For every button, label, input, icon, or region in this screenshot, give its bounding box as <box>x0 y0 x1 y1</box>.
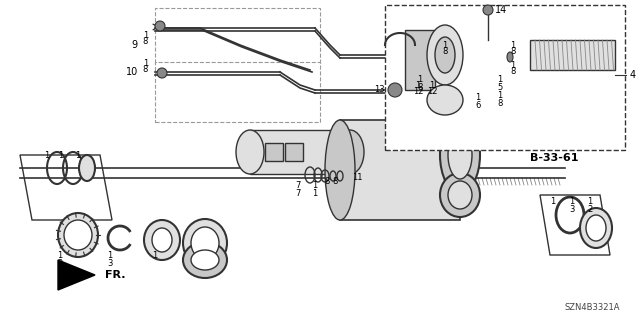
Text: 7: 7 <box>295 189 301 197</box>
Text: 1: 1 <box>429 80 435 90</box>
Text: 8: 8 <box>497 99 502 108</box>
Ellipse shape <box>191 250 219 270</box>
Text: 1: 1 <box>570 197 575 206</box>
Text: B-33-61: B-33-61 <box>530 153 579 163</box>
Text: 9: 9 <box>132 40 138 50</box>
Text: 13: 13 <box>374 85 385 94</box>
Text: 8: 8 <box>417 83 422 92</box>
Text: 1: 1 <box>476 93 481 102</box>
Text: 1: 1 <box>312 189 317 197</box>
Ellipse shape <box>79 155 95 181</box>
Ellipse shape <box>425 51 435 61</box>
Text: 10: 10 <box>125 67 138 77</box>
Ellipse shape <box>191 227 219 259</box>
Text: 8: 8 <box>143 38 148 47</box>
Bar <box>405 30 435 90</box>
Text: 1: 1 <box>415 80 420 90</box>
Text: 8: 8 <box>332 176 338 186</box>
Ellipse shape <box>236 130 264 174</box>
Bar <box>155 8 320 63</box>
Text: 6: 6 <box>476 101 481 110</box>
Ellipse shape <box>448 181 472 209</box>
Text: 1: 1 <box>510 61 516 70</box>
Ellipse shape <box>440 117 480 193</box>
Bar <box>285 143 303 161</box>
Ellipse shape <box>586 215 606 241</box>
Text: 1: 1 <box>44 151 50 160</box>
Bar <box>530 40 615 70</box>
Text: 1: 1 <box>152 250 157 259</box>
Ellipse shape <box>325 120 355 220</box>
Text: 4: 4 <box>630 70 636 80</box>
Text: 8: 8 <box>442 48 448 56</box>
Ellipse shape <box>183 242 227 278</box>
Text: 1: 1 <box>510 41 516 49</box>
Ellipse shape <box>507 52 513 62</box>
Text: SZN4B3321A: SZN4B3321A <box>564 303 620 313</box>
Text: 1: 1 <box>497 76 502 85</box>
Text: FR.: FR. <box>105 270 125 280</box>
Text: 12: 12 <box>427 87 437 97</box>
Ellipse shape <box>336 130 364 174</box>
Text: 8: 8 <box>510 68 516 77</box>
Bar <box>340 120 460 220</box>
Ellipse shape <box>427 25 463 85</box>
Text: 11: 11 <box>352 174 362 182</box>
Text: 2: 2 <box>58 258 63 268</box>
Ellipse shape <box>152 228 172 252</box>
Ellipse shape <box>155 21 165 31</box>
Ellipse shape <box>440 173 480 217</box>
Ellipse shape <box>388 83 402 97</box>
Text: 1: 1 <box>143 58 148 68</box>
Text: 1: 1 <box>442 41 447 49</box>
Ellipse shape <box>395 86 405 96</box>
Bar <box>250 130 350 174</box>
Ellipse shape <box>448 131 472 179</box>
Bar <box>385 5 625 150</box>
Text: 1: 1 <box>108 250 113 259</box>
Ellipse shape <box>435 37 455 73</box>
Ellipse shape <box>64 220 92 250</box>
Text: 5: 5 <box>497 84 502 93</box>
Text: 7: 7 <box>295 181 301 189</box>
Text: 1: 1 <box>58 250 63 259</box>
Ellipse shape <box>427 85 463 115</box>
Text: 1: 1 <box>588 197 593 206</box>
Bar <box>265 143 283 161</box>
Text: 12: 12 <box>413 87 423 97</box>
Polygon shape <box>58 260 95 290</box>
Ellipse shape <box>157 68 167 78</box>
Ellipse shape <box>483 5 493 15</box>
Text: 1: 1 <box>76 151 81 160</box>
Ellipse shape <box>144 220 180 260</box>
Ellipse shape <box>580 208 612 248</box>
Ellipse shape <box>58 213 98 257</box>
Text: 1: 1 <box>417 76 422 85</box>
Text: 8: 8 <box>324 176 330 186</box>
Text: 1: 1 <box>58 151 63 160</box>
Text: 8: 8 <box>510 48 516 56</box>
Polygon shape <box>540 195 610 255</box>
Ellipse shape <box>183 219 227 267</box>
Text: 3: 3 <box>570 205 575 214</box>
Text: 3: 3 <box>108 258 113 268</box>
Text: 1: 1 <box>497 92 502 100</box>
Text: 2: 2 <box>588 205 593 214</box>
Text: 1: 1 <box>550 197 556 206</box>
Text: 1: 1 <box>312 181 317 189</box>
Bar <box>155 62 320 122</box>
Text: 14: 14 <box>495 5 508 15</box>
Text: 1: 1 <box>143 31 148 40</box>
Polygon shape <box>20 155 112 220</box>
Text: 8: 8 <box>143 65 148 75</box>
